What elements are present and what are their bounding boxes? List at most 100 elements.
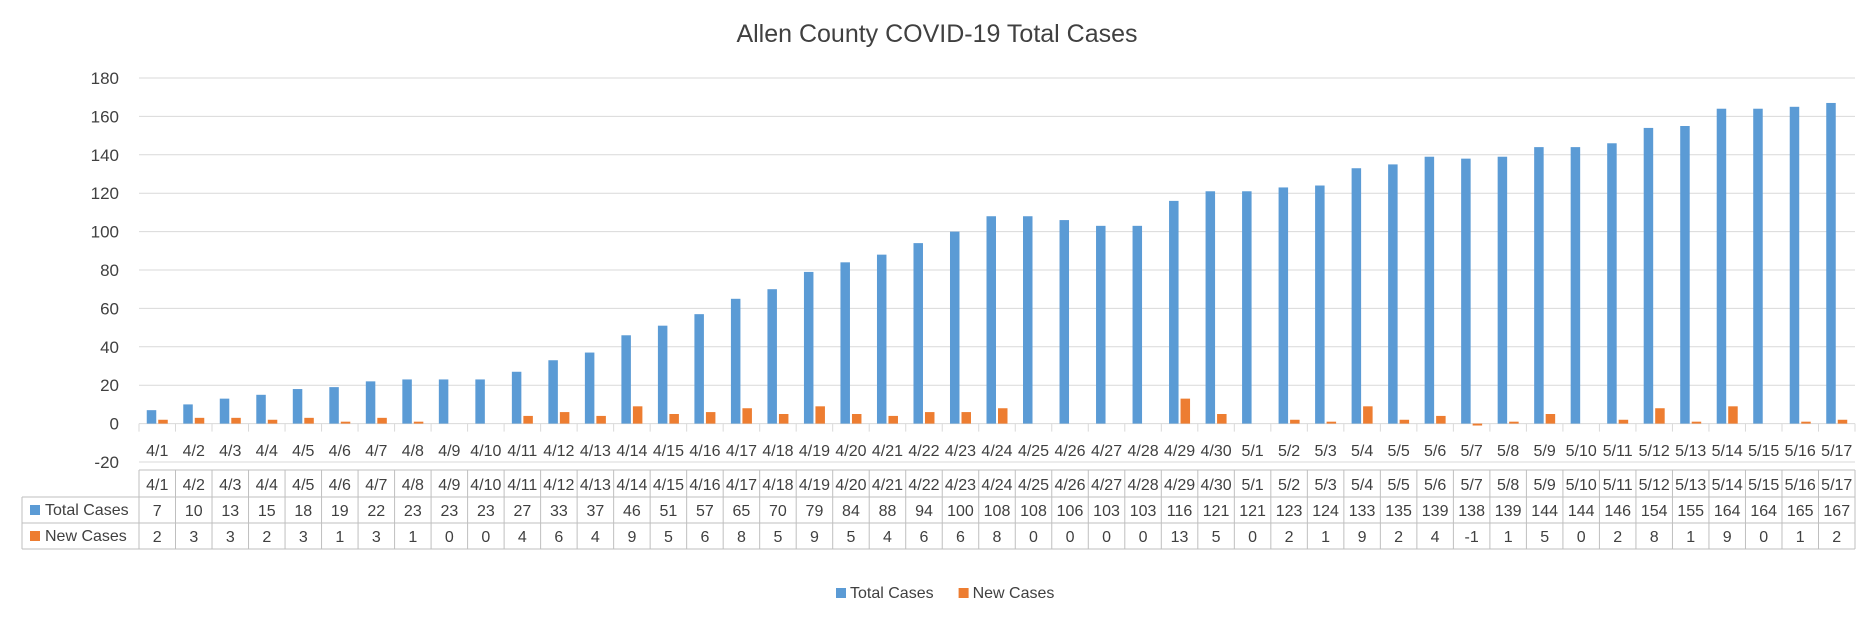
table-cell-total-cases: 103: [1130, 503, 1157, 520]
bar-total-cases: [1826, 102, 1836, 424]
x-tick-label: 4/25: [1018, 443, 1049, 460]
x-tick-label: 5/1: [1241, 443, 1263, 460]
bar-total-cases: [584, 352, 595, 424]
bar-total-cases: [402, 379, 412, 424]
table-cell-total-cases: 164: [1714, 503, 1741, 520]
x-tick-label: 4/10: [470, 443, 501, 460]
table-cell-new-cases: -1: [1465, 529, 1479, 546]
table-header-cell: 4/30: [1200, 477, 1231, 494]
bar-new-cases: [523, 415, 533, 424]
table-header-cell: 4/4: [256, 477, 278, 494]
table-cell-new-cases: 9: [1723, 529, 1732, 546]
bar-total-cases: [1169, 200, 1179, 424]
bar-total-cases: [1534, 147, 1544, 424]
table-cell-total-cases: 33: [550, 503, 568, 520]
bar-total-cases: [146, 410, 157, 424]
bar-new-cases: [194, 417, 205, 424]
x-tick-label: 5/15: [1748, 443, 1779, 460]
bar-total-cases: [1023, 216, 1033, 424]
table-cell-new-cases: 0: [481, 529, 490, 546]
table-header-cell: 5/2: [1278, 477, 1300, 494]
table-cell-new-cases: 5: [1540, 529, 1549, 546]
bar-new-cases: [231, 417, 241, 424]
table-cell-total-cases: 94: [915, 503, 933, 520]
x-tick-label: 4/18: [762, 443, 793, 460]
table-cell-new-cases: 3: [226, 529, 235, 546]
bar-total-cases: [1607, 143, 1617, 424]
table-header-cell: 4/2: [183, 477, 205, 494]
bar-total-cases: [256, 394, 266, 424]
bar-total-cases: [986, 216, 996, 424]
table-cell-total-cases: 57: [696, 503, 714, 520]
bar-total-cases: [1716, 108, 1727, 424]
bar-total-cases: [621, 335, 631, 424]
table-header-cell: 4/24: [981, 477, 1012, 494]
bar-new-cases: [742, 408, 752, 424]
x-tick-label: 4/17: [726, 443, 757, 460]
x-tick-label: 5/14: [1712, 443, 1743, 460]
table-cell-total-cases: 7: [153, 503, 162, 520]
table-cell-total-cases: 138: [1458, 503, 1485, 520]
bar-new-cases: [1691, 421, 1702, 424]
table-cell-total-cases: 121: [1239, 503, 1266, 520]
bar-new-cases: [1363, 406, 1373, 424]
bar-total-cases: [1643, 127, 1654, 424]
table-cell-total-cases: 121: [1203, 503, 1230, 520]
table-cell-new-cases: 2: [1832, 529, 1841, 546]
table-header-cell: 4/25: [1018, 477, 1049, 494]
x-tick-label: 4/24: [981, 443, 1012, 460]
bar-total-cases: [949, 231, 960, 424]
x-tick-label: 4/19: [799, 443, 830, 460]
table-header-cell: 5/3: [1314, 477, 1336, 494]
x-tick-label: 4/23: [945, 443, 976, 460]
x-tick-label: 4/21: [872, 443, 903, 460]
table-header-cell: 4/10: [470, 477, 501, 494]
table-cell-new-cases: 6: [700, 529, 709, 546]
x-tick-label: 4/16: [689, 443, 720, 460]
table-header-cell: 4/19: [799, 477, 830, 494]
table-cell-new-cases: 8: [993, 529, 1002, 546]
bar-new-cases: [815, 406, 825, 424]
x-tick-label: 4/5: [292, 443, 314, 460]
table-cell-total-cases: 108: [1020, 503, 1047, 520]
x-tick-label: 5/16: [1785, 443, 1816, 460]
bar-new-cases: [1290, 419, 1300, 424]
bar-new-cases: [1436, 415, 1446, 424]
x-tick-label: 4/3: [219, 443, 241, 460]
bar-new-cases: [669, 414, 679, 424]
x-tick-label: 4/8: [402, 443, 424, 460]
bar-total-cases: [1315, 185, 1325, 424]
table-cell-total-cases: 144: [1568, 503, 1595, 520]
table-header-cell: 4/14: [616, 477, 647, 494]
bar-total-cases: [438, 379, 449, 424]
table-header-cell: 4/18: [762, 477, 793, 494]
table-cell-total-cases: 133: [1349, 503, 1376, 520]
table-header-cell: 5/14: [1712, 477, 1743, 494]
table-cell-new-cases: 3: [299, 529, 308, 546]
bar-total-cases: [876, 254, 887, 424]
bar-total-cases: [1789, 106, 1800, 424]
table-cell-total-cases: 19: [331, 503, 349, 520]
x-tick-label: 5/3: [1314, 443, 1336, 460]
bar-new-cases: [304, 417, 314, 424]
table-cell-new-cases: 3: [189, 529, 198, 546]
table-cell-new-cases: 1: [335, 529, 344, 546]
table-cell-total-cases: 15: [258, 503, 276, 520]
table-cell-new-cases: 13: [1171, 529, 1189, 546]
table-cell-new-cases: 0: [1102, 529, 1111, 546]
bar-total-cases: [1388, 164, 1398, 424]
y-tick-label: 40: [100, 338, 119, 357]
x-tick-label: 4/14: [616, 443, 647, 460]
bar-new-cases: [888, 415, 898, 424]
x-tick-label: 4/22: [908, 443, 939, 460]
table-cell-new-cases: 5: [847, 529, 856, 546]
table-cell-total-cases: 108: [984, 503, 1011, 520]
x-tick-label: 5/12: [1639, 443, 1670, 460]
bar-new-cases: [1326, 421, 1337, 424]
table-cell-total-cases: 84: [842, 503, 860, 520]
legend-swatch-new-cases: [958, 588, 969, 598]
table-cell-total-cases: 164: [1750, 503, 1777, 520]
table-header-cell: 4/17: [726, 477, 757, 494]
table-cell-total-cases: 23: [404, 503, 422, 520]
